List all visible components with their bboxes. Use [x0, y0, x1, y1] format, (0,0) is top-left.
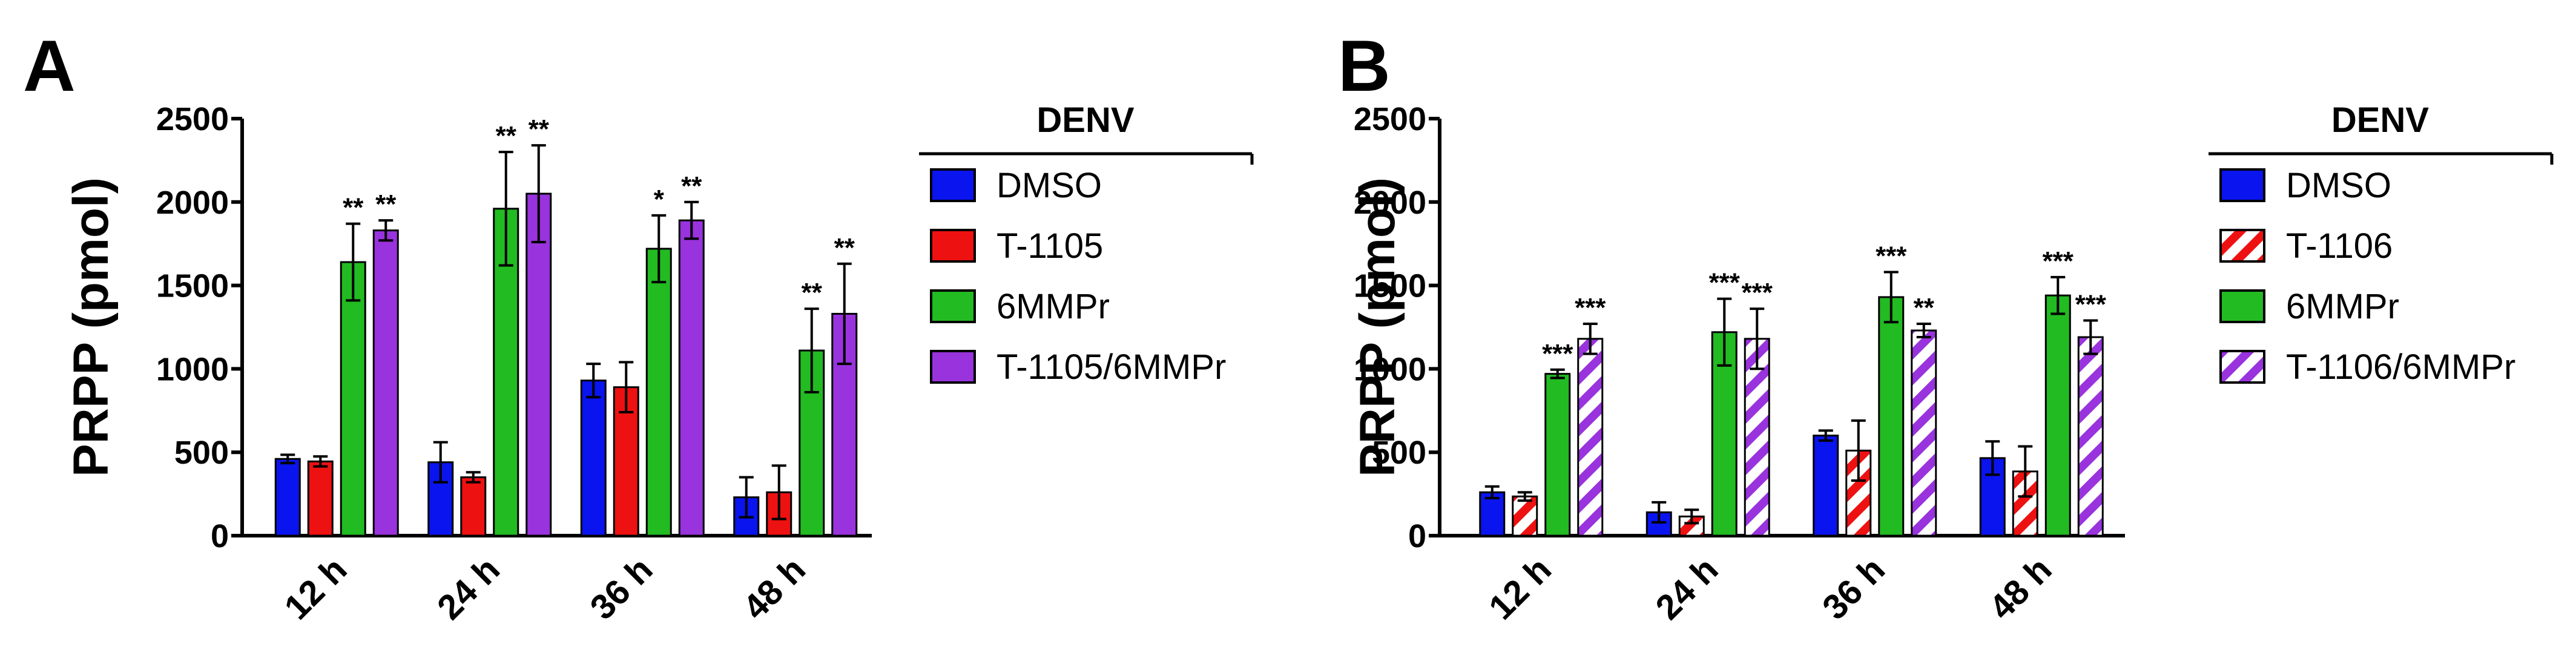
legend-swatch [930, 289, 976, 323]
y-tick-label: 2500 [156, 101, 229, 137]
y-tick-label: 2000 [156, 185, 229, 221]
bar [372, 229, 399, 537]
significance-label: ** [375, 189, 397, 219]
significance-label: *** [2075, 289, 2107, 319]
bar [1577, 338, 1604, 537]
y-axis-label: PRPP (pmol) [64, 177, 119, 477]
y-tick-label: 2000 [1354, 185, 1426, 221]
y-tick-label: 500 [174, 435, 229, 471]
x-tick-label: 24 h [1648, 550, 1725, 627]
bar [2044, 294, 2071, 537]
bar [580, 380, 607, 537]
bar [1479, 491, 1506, 537]
significance-label: ** [681, 171, 702, 201]
significance-label: ** [343, 193, 364, 223]
x-tick-label: 12 h [277, 550, 354, 627]
legend-swatch [2219, 229, 2265, 263]
x-tick-label: 48 h [736, 550, 813, 627]
legend-label: T-1106 [2286, 226, 2393, 266]
x-tick-label: 48 h [1981, 550, 2059, 627]
x-tick-label: 12 h [1481, 550, 1559, 627]
y-tick-label: 0 [211, 518, 229, 554]
bar [831, 312, 858, 537]
significance-label: ** [834, 233, 855, 263]
bar [274, 458, 301, 537]
y-tick-label: 1000 [156, 351, 229, 387]
panel-letter: B [1338, 25, 1391, 107]
y-axis-label: PRPP (pmol) [1350, 177, 1405, 477]
legend-swatch [930, 229, 976, 263]
bar [460, 476, 487, 537]
y-tick-label: 1000 [1354, 351, 1426, 387]
significance-label: *** [1575, 293, 1606, 323]
significance-label: ** [1914, 293, 1935, 323]
legend-label: T-1105/6MMPr [996, 347, 1226, 387]
legend-label: T-1105 [996, 226, 1103, 266]
legend-label: DMSO [996, 166, 1102, 205]
bar [1911, 329, 1937, 537]
significance-label: * [654, 185, 665, 214]
bar [678, 219, 705, 537]
bar [307, 460, 334, 537]
significance-label: ** [802, 278, 823, 307]
bar [2077, 336, 2104, 537]
legend-swatch [2219, 289, 2265, 323]
y-tick-label: 2500 [1354, 101, 1426, 137]
bar [1512, 495, 1538, 537]
panel-a: A PRPP (pmol) 0 500 1000 1500 2000 2500 ** ** 12 h… [23, 25, 1254, 627]
legend-label: 6MMPr [996, 287, 1110, 326]
legend-swatch [2219, 168, 2265, 202]
legend-label: 6MMPr [2286, 287, 2399, 326]
significance-label: *** [1742, 278, 1773, 307]
x-tick-label: 24 h [430, 550, 507, 627]
panel-letter: A [23, 25, 76, 107]
y-tick-label: 0 [1408, 518, 1426, 554]
legend-title: DENV [2331, 100, 2429, 140]
bar [525, 192, 552, 537]
legend-swatch [930, 350, 976, 384]
legend-label: DMSO [2286, 166, 2391, 205]
legend-swatch [2219, 350, 2265, 384]
significance-label: ** [496, 121, 517, 151]
bar [1878, 296, 1905, 537]
significance-label: *** [1709, 268, 1741, 298]
y-tick-label: 500 [1372, 435, 1426, 471]
x-tick-label: 36 h [1815, 550, 1892, 627]
bar [1544, 373, 1571, 537]
significance-label: *** [1876, 242, 1907, 271]
bar [340, 261, 366, 537]
significance-label: *** [1542, 339, 1573, 369]
legend-swatch [930, 168, 976, 202]
x-tick-label: 36 h [582, 550, 660, 627]
legend-label: T-1106/6MMPr [2286, 347, 2515, 387]
bar [1813, 435, 1839, 537]
legend-title: DENV [1036, 100, 1134, 140]
significance-label: ** [529, 114, 550, 144]
significance-label: *** [2043, 246, 2074, 276]
y-tick-label: 1500 [1354, 268, 1426, 304]
bar [645, 248, 672, 537]
y-tick-label: 1500 [156, 268, 229, 304]
